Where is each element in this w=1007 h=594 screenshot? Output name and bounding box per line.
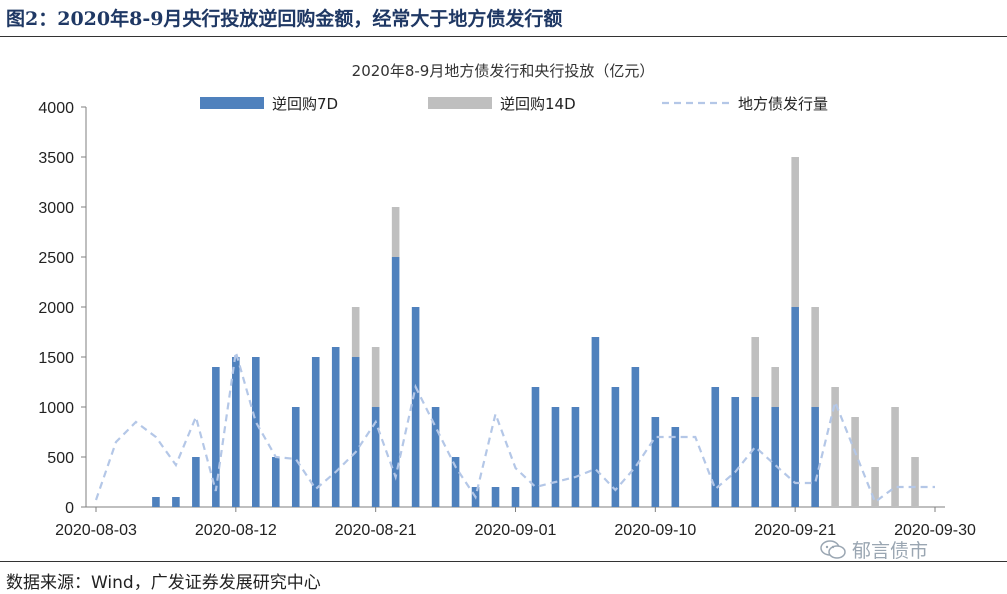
bar-rr7d — [411, 307, 420, 507]
x-tick-label: 2020-08-21 — [335, 522, 417, 539]
y-tick-label: 0 — [65, 500, 74, 517]
bar-rr14d — [351, 307, 360, 357]
x-tick-label: 2020-09-21 — [754, 522, 836, 539]
bar-rr14d — [851, 417, 859, 507]
bar-rr7d — [671, 427, 680, 507]
bar-rr7d — [611, 387, 620, 507]
x-tick-label: 2020-08-03 — [55, 522, 137, 539]
bar-rr7d — [711, 387, 720, 507]
bar-rr7d — [232, 357, 240, 507]
y-tick-label: 1000 — [38, 400, 74, 417]
bar-rr7d — [751, 397, 760, 507]
bar-rr7d — [212, 367, 220, 507]
bar-rr14d — [891, 407, 899, 507]
legend-label-local-debt: 地方债发行量 — [738, 95, 828, 113]
bar-rr7d — [271, 457, 280, 507]
legend-swatch-rr14d — [428, 97, 492, 109]
bar-rr7d — [252, 357, 260, 507]
y-tick-label: 4000 — [38, 100, 74, 117]
chart-title: 2020年8-9月地方债发行和央行投放（亿元） — [352, 62, 655, 80]
bar-rr7d — [811, 407, 819, 507]
bar-rr7d — [551, 407, 560, 507]
bar-rr7d — [771, 407, 779, 507]
watermark-text: 郁言债市 — [852, 540, 929, 562]
x-tick-label: 2020-09-30 — [894, 522, 976, 539]
bar-rr7d — [571, 407, 580, 507]
bar-rr7d — [591, 337, 600, 507]
bar-rr7d — [152, 497, 160, 507]
bar-rr7d — [331, 347, 340, 507]
y-tick-label: 3000 — [38, 200, 74, 217]
bar-rr7d — [371, 407, 380, 507]
bar-rr7d — [391, 257, 400, 507]
line-local-debt — [94, 351, 935, 504]
y-tick-label: 3500 — [38, 150, 74, 167]
watermark: 郁言债市 — [820, 536, 928, 563]
bar-rr7d — [731, 397, 740, 507]
bar-rr7d — [431, 407, 440, 507]
footer-divider — [0, 561, 1007, 562]
legend-label-rr7d: 逆回购7D — [272, 95, 338, 113]
bar-rr7d — [531, 387, 540, 507]
x-tick-label: 2020-09-10 — [614, 522, 696, 539]
bar-rr14d — [751, 337, 760, 397]
bar-rr14d — [811, 307, 819, 407]
bar-rr7d — [491, 487, 500, 507]
bar-rr7d — [511, 487, 520, 507]
bar-rr7d — [291, 407, 300, 507]
chart: 2020年8-9月地方债发行和央行投放（亿元） 逆回购7D 逆回购14D 地方债发行… — [38, 62, 976, 539]
bar-rr7d — [791, 307, 799, 507]
y-tick-label: 1500 — [38, 350, 74, 367]
y-tick-label: 2000 — [38, 300, 74, 317]
y-tick-label: 500 — [47, 450, 74, 467]
bar-rr14d — [871, 467, 879, 507]
bar-rr7d — [351, 357, 360, 507]
bar-rr14d — [371, 347, 380, 407]
bar-rr7d — [451, 457, 460, 507]
source-note: 数据来源：Wind，广发证券发展研究中心 — [6, 573, 321, 593]
bar-rr14d — [791, 157, 799, 307]
bar-rr7d — [311, 357, 320, 507]
bar-rr7d — [172, 497, 180, 507]
figure-title: 图2：2020年8-9月央行投放逆回购金额，经常大于地方债发行额 — [6, 8, 563, 30]
bar-rr14d — [911, 457, 919, 507]
bar-rr14d — [831, 387, 839, 507]
wechat-icon — [820, 539, 846, 559]
x-tick-label: 2020-09-01 — [475, 522, 557, 539]
title-divider — [0, 36, 1007, 37]
x-tick-label: 2020-08-12 — [195, 522, 277, 539]
legend-label-rr14d: 逆回购14D — [500, 95, 576, 113]
bar-rr7d — [192, 457, 200, 507]
bar-rr14d — [771, 367, 779, 407]
bar-rr7d — [631, 367, 640, 507]
bar-rr14d — [391, 207, 400, 257]
legend-swatch-rr7d — [200, 97, 264, 109]
y-tick-label: 2500 — [38, 250, 74, 267]
bar-rr7d — [651, 417, 660, 507]
